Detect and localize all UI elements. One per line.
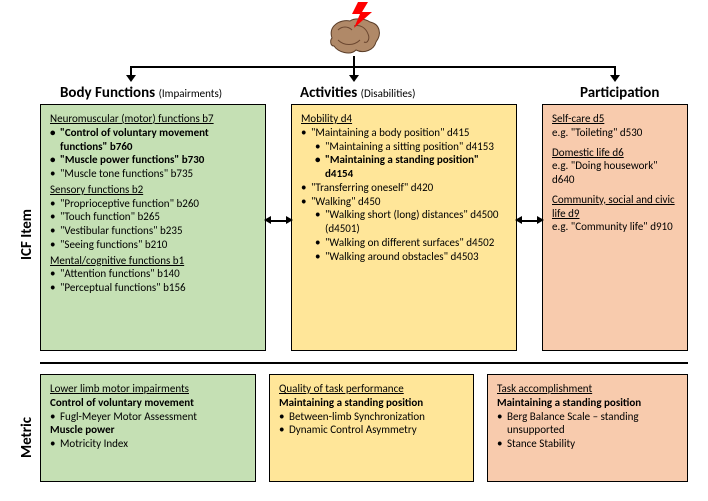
header-title: Activities <box>300 84 357 102</box>
header-subtitle: (Disabilities) <box>361 87 416 100</box>
brain-icon-group <box>314 4 394 56</box>
list-item: Dynamic Control Asymmetry <box>289 423 466 437</box>
metric-box-impairments: Lower limb motor impairments Control of … <box>40 374 256 482</box>
separator <box>40 362 688 364</box>
side-label-metric: Metric <box>18 417 36 458</box>
column-header-activities: Activities (Disabilities) <box>300 84 415 102</box>
list-item: Berg Balance Scale – standing unsupporte… <box>507 410 680 438</box>
arrow-down-icon <box>349 75 359 82</box>
header-subtitle: (Impairments) <box>159 87 223 100</box>
list-item: "Maintaining a body position" d415 <box>311 126 509 140</box>
category-label: Lower limb motor impairments <box>50 382 248 396</box>
list-item: "Maintaining a sitting position" d4153 <box>325 140 509 154</box>
panel-body-functions: Neuromuscular (motor) functions b7 "Cont… <box>40 104 266 351</box>
metric-subhead: Maintaining a standing position <box>279 396 466 410</box>
panel-participation: Self-care d5 e.g. "Toileting" d530 Domes… <box>542 104 688 351</box>
list-item: "Attention functions" b140 <box>60 267 258 281</box>
arrow-down-icon <box>610 75 620 82</box>
header-title: Participation <box>580 84 659 102</box>
list-item: Motricity Index <box>60 437 248 451</box>
list-item: "Walking" d450 <box>311 195 509 209</box>
example-text: e.g. "Toileting" d530 <box>552 126 680 140</box>
example-text: e.g. "Doing housework" d640 <box>552 159 680 187</box>
list-item: "Walking on different surfaces" d4502 <box>325 236 509 250</box>
metric-subhead: Muscle power <box>50 423 248 437</box>
category-label: Community, social and civic life d9 <box>552 193 680 221</box>
example-text: e.g. "Community life" d910 <box>552 220 680 234</box>
category-label: Domestic life d6 <box>552 146 680 160</box>
header-title: Body Functions <box>60 84 155 102</box>
lightning-bolt-icon <box>352 2 374 28</box>
list-item: "Perceptual functions" b156 <box>60 281 258 295</box>
metric-box-quality: Quality of task performance Maintaining … <box>269 374 474 482</box>
list-item: Fugl-Meyer Motor Assessment <box>60 410 248 424</box>
list-item: "Touch function" b265 <box>60 210 258 224</box>
category-label: Task accomplishment <box>497 382 680 396</box>
list-item: Between-limb Synchronization <box>289 410 466 424</box>
double-arrow-icon <box>270 220 287 222</box>
category-label: Sensory functions b2 <box>50 183 258 197</box>
list-item: "Walking around obstacles" d4503 <box>325 250 509 264</box>
category-label: Mobility d4 <box>301 112 509 126</box>
list-item: "Walking short (long) distances" d4500 (… <box>325 208 509 236</box>
connector <box>353 56 355 66</box>
list-item: "Muscle tone functions" b735 <box>60 167 258 181</box>
panel-activities: Mobility d4 "Maintaining a body position… <box>291 104 517 351</box>
list-item: "Transferring oneself" d420 <box>311 181 509 195</box>
list-item: "Proprioceptive function" b260 <box>60 197 258 211</box>
metric-subhead: Maintaining a standing position <box>497 396 680 410</box>
column-header-body: Body Functions (Impairments) <box>60 84 222 102</box>
list-item: "Muscle power functions" b730 <box>60 153 258 167</box>
list-item: "Vestibular functions" b235 <box>60 224 258 238</box>
list-item: "Seeing functions" b210 <box>60 238 258 252</box>
connector <box>130 66 615 68</box>
category-label: Mental/cognitive functions b1 <box>50 254 258 268</box>
category-label: Self-care d5 <box>552 112 680 126</box>
side-label-icf: ICF Item <box>18 209 36 260</box>
column-header-participation: Participation <box>580 84 659 102</box>
double-arrow-icon <box>521 220 538 222</box>
arrow-down-icon <box>126 75 136 82</box>
metric-subhead: Control of voluntary movement <box>50 396 248 410</box>
metric-box-task: Task accomplishment Maintaining a standi… <box>487 374 688 482</box>
list-item: "Control of voluntary movement functions… <box>60 126 258 154</box>
category-label: Quality of task performance <box>279 382 466 396</box>
list-item: Stance Stability <box>507 437 680 451</box>
list-item: "Maintaining a standing position" d4154 <box>325 153 509 181</box>
category-label: Neuromuscular (motor) functions b7 <box>50 112 258 126</box>
